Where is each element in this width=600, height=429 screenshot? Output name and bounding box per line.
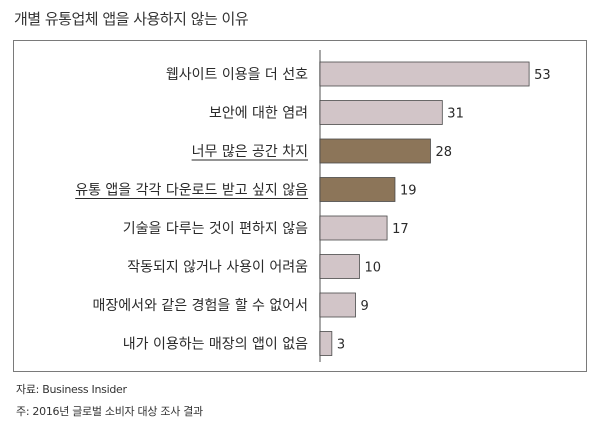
- chart-title: 개별 유통업체 앱을 사용하지 않는 이유: [14, 10, 249, 28]
- category-label: 너무 많은 공간 차지: [192, 144, 308, 160]
- category-label: 웹사이트 이용을 더 선호: [166, 67, 308, 83]
- category-label: 기술을 다루는 것이 편하지 않음: [123, 221, 308, 237]
- bar: [319, 177, 396, 202]
- category-label: 매장에서와 같은 경험을 할 수 없어서: [93, 298, 308, 314]
- data-label: 10: [364, 261, 381, 276]
- data-label: 19: [400, 184, 417, 199]
- bar: [319, 331, 333, 356]
- category-label: 내가 이용하는 매장의 앱이 없음: [123, 337, 308, 353]
- category-label: 보안에 대한 염려: [209, 106, 308, 122]
- data-label: 31: [447, 107, 464, 122]
- footnote: 주: 2016년 글로벌 소비자 대상 조사 결과: [16, 405, 203, 418]
- bar: [319, 292, 356, 318]
- bar: [319, 100, 443, 125]
- category-label: 작동되지 않거나 사용이 어려움: [127, 260, 308, 276]
- bar: [319, 215, 388, 241]
- bar: [319, 254, 360, 279]
- data-label: 3: [337, 338, 345, 353]
- source-note: 자료: Business Insider: [16, 383, 127, 396]
- category-label: 유통 앱을 각각 다운로드 받고 싶지 않음: [75, 183, 308, 199]
- data-label: 28: [435, 145, 452, 160]
- chart-frame: [13, 40, 587, 372]
- bar: [319, 138, 431, 164]
- data-label: 53: [534, 68, 551, 83]
- bar: [319, 61, 530, 87]
- data-label: 17: [392, 222, 409, 237]
- data-label: 9: [361, 299, 369, 314]
